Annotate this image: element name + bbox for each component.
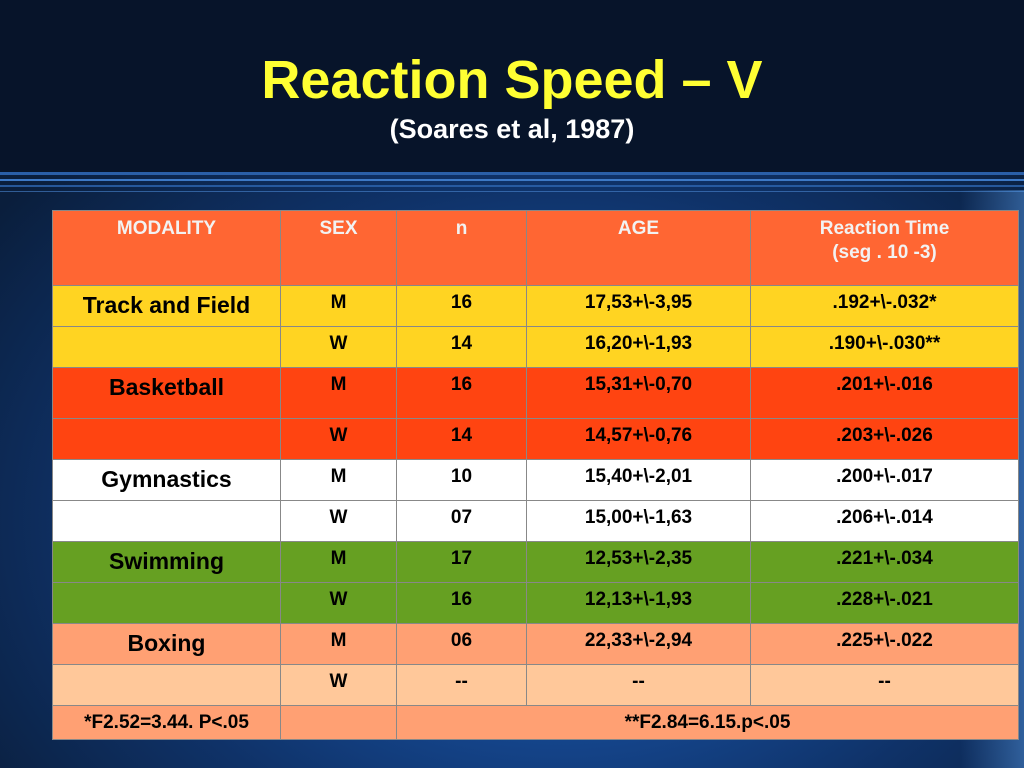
header-n: n [396,210,527,286]
divider-stripe [0,172,1024,175]
cell-reaction-time: .192+\-.032* [750,285,1019,327]
table-row: W 07 15,00+\-1,63 .206+\-.014 [52,500,1019,542]
cell-age: -- [526,664,751,706]
cell-reaction-time: .190+\-.030** [750,326,1019,368]
slide-subtitle: (Soares et al, 1987) [389,114,635,144]
table-footer-row: *F2.52=3.44. P<.05 **F2.84=6.15.p<.05 [52,705,1019,740]
cell-n: 16 [396,582,527,624]
cell-age: 16,20+\-1,93 [526,326,751,368]
header-age: AGE [526,210,751,286]
cell-modality: Boxing [52,623,281,665]
cell-reaction-time: .200+\-.017 [750,459,1019,501]
title-bar [0,0,1024,172]
cell-sex: M [280,541,397,583]
cell-sex: M [280,623,397,665]
table-row: W 14 14,57+\-0,76 .203+\-.026 [52,418,1019,460]
cell-age: 15,40+\-2,01 [526,459,751,501]
table-row: Track and Field M 16 17,53+\-3,95 .192+\… [52,285,1019,327]
footer-note-1: *F2.52=3.44. P<.05 [52,705,281,740]
header-sex: SEX [280,210,397,286]
cell-n: 10 [396,459,527,501]
cell-sex: W [280,418,397,460]
cell-modality [52,418,281,460]
table-header-row: MODALITY SEX n AGE Reaction Time (seg . … [52,210,1019,286]
divider-stripe [0,191,1024,192]
table-row: Swimming M 17 12,53+\-2,35 .221+\-.034 [52,541,1019,583]
cell-sex: W [280,664,397,706]
table-row: Basketball M 16 15,31+\-0,70 .201+\-.016 [52,367,1019,419]
footer-empty-cell [280,705,397,740]
cell-age: 15,00+\-1,63 [526,500,751,542]
header-modality: MODALITY [52,210,281,286]
cell-n: 06 [396,623,527,665]
cell-n: 16 [396,285,527,327]
cell-reaction-time: .201+\-.016 [750,367,1019,419]
divider-stripe [0,185,1024,187]
cell-modality [52,500,281,542]
cell-reaction-time: .225+\-.022 [750,623,1019,665]
cell-sex: M [280,367,397,419]
cell-modality: Basketball [52,367,281,419]
table-row: W 16 12,13+\-1,93 .228+\-.021 [52,582,1019,624]
cell-reaction-time: .221+\-.034 [750,541,1019,583]
cell-modality [52,582,281,624]
cell-modality: Gymnastics [52,459,281,501]
header-reaction-time-unit: (seg . 10 -3) [832,242,937,263]
cell-reaction-time: .203+\-.026 [750,418,1019,460]
cell-modality: Track and Field [52,285,281,327]
cell-n: 07 [396,500,527,542]
cell-sex: M [280,285,397,327]
cell-age: 12,53+\-2,35 [526,541,751,583]
divider-stripe [0,179,1024,181]
cell-n: 14 [396,418,527,460]
table-row: W -- -- -- [52,664,1019,706]
footer-note-2: **F2.84=6.15.p<.05 [396,705,1019,740]
cell-sex: W [280,582,397,624]
cell-modality: Swimming [52,541,281,583]
header-reaction-time-label: Reaction Time [819,218,950,239]
cell-age: 12,13+\-1,93 [526,582,751,624]
cell-modality [52,326,281,368]
cell-sex: M [280,459,397,501]
cell-reaction-time: .206+\-.014 [750,500,1019,542]
header-reaction-time: Reaction Time (seg . 10 -3) [750,210,1019,286]
cell-age: 22,33+\-2,94 [526,623,751,665]
cell-sex: W [280,500,397,542]
cell-reaction-time: .228+\-.021 [750,582,1019,624]
cell-n: 17 [396,541,527,583]
cell-reaction-time: -- [750,664,1019,706]
cell-n: 16 [396,367,527,419]
cell-n: -- [396,664,527,706]
cell-modality [52,664,281,706]
table-row: Gymnastics M 10 15,40+\-2,01 .200+\-.017 [52,459,1019,501]
cell-n: 14 [396,326,527,368]
table-row: Boxing M 06 22,33+\-2,94 .225+\-.022 [52,623,1019,665]
cell-age: 17,53+\-3,95 [526,285,751,327]
slide-title: Reaction Speed – V [261,50,763,110]
cell-sex: W [280,326,397,368]
cell-age: 14,57+\-0,76 [526,418,751,460]
reaction-speed-table: MODALITY SEX n AGE Reaction Time (seg . … [52,210,1019,740]
table-row: W 14 16,20+\-1,93 .190+\-.030** [52,326,1019,368]
cell-age: 15,31+\-0,70 [526,367,751,419]
